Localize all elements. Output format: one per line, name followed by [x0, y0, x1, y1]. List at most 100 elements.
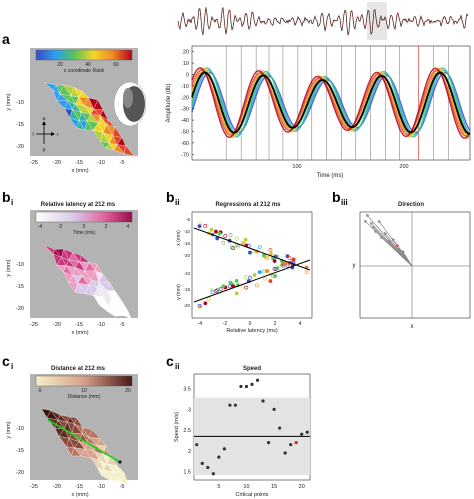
direction-arrow — [401, 249, 413, 267]
x-tick: -20 — [53, 160, 61, 166]
y-tick: -30 — [181, 107, 189, 113]
y-tick: -50 — [181, 130, 189, 136]
x-tick: -20 — [53, 322, 61, 328]
y-tick: -15 — [183, 287, 190, 292]
regression-point — [262, 253, 266, 258]
panel-letter-cii-sub: ii — [175, 362, 179, 371]
y-tick: -15 — [16, 122, 24, 128]
regression-point — [265, 269, 270, 273]
series-line — [191, 67, 471, 139]
speed-point — [278, 426, 282, 430]
speed-point — [228, 403, 232, 407]
regression-point — [197, 224, 202, 229]
panel-a-map: 20 40 60 x coordinate Rank a p l r y (mm… — [6, 48, 147, 174]
path-end-point — [118, 460, 122, 464]
x-tick: 15 — [271, 484, 277, 490]
map-ylabel: y (mm) — [6, 93, 12, 110]
panel-letter-a: a — [2, 31, 10, 47]
speed-point — [244, 384, 249, 389]
regression-point — [221, 284, 226, 289]
speed-point — [239, 384, 243, 389]
regression-line-x — [193, 227, 311, 271]
colorbar-tick: 0 — [83, 224, 86, 230]
panel-biii-direction: Direction y x — [353, 202, 471, 330]
regression-point — [197, 303, 202, 308]
regression-point — [203, 223, 208, 228]
map-ylabel: y (mm) — [6, 259, 12, 276]
compass-icon: a p l r — [32, 116, 59, 153]
direction-arrow — [397, 247, 413, 267]
colorbar-label: Time (ms) — [73, 230, 96, 236]
direction-arrow — [363, 219, 413, 267]
x-tick: -5 — [120, 322, 125, 328]
speed-point — [250, 382, 254, 386]
x-tick: 4 — [299, 321, 302, 327]
regression-point — [241, 284, 245, 289]
x-tick: 5 — [217, 484, 220, 490]
x-tick: 0 — [249, 321, 252, 327]
y-tick: -10 — [16, 262, 24, 268]
x-tick: 2 — [274, 321, 277, 327]
speed-point — [289, 443, 293, 447]
y-tick: 3.5 — [183, 387, 191, 393]
latency-mesh — [44, 245, 132, 320]
regression-point — [257, 245, 262, 250]
speed-point — [283, 451, 287, 455]
regression-point — [234, 236, 239, 241]
x-tick: -10 — [97, 160, 105, 166]
speed-point — [233, 403, 238, 407]
speed-point — [222, 447, 226, 451]
regression-ylabel-top: x (mm) — [176, 230, 182, 246]
speed-point — [305, 430, 309, 434]
speed-point — [272, 407, 276, 411]
propagation-path — [47, 419, 121, 463]
speed-xlabel: Critical points — [235, 492, 268, 498]
map-colorbar — [35, 211, 133, 223]
x-tick: -4 — [198, 321, 203, 327]
speed-point — [195, 443, 199, 447]
map-ylabel: y (mm) — [6, 421, 12, 438]
speed-chart: 3.5 3 2.5 2 1.5 5 10 15 20 — [183, 378, 310, 490]
regression-point — [254, 283, 259, 288]
regression-point — [234, 291, 239, 296]
panel-letter-bii: b — [166, 189, 175, 205]
raw-trace — [177, 2, 469, 40]
y-tick: -20 — [16, 306, 24, 312]
chart-ylabel: Amplitude (db) — [166, 83, 172, 122]
raw-trace-line — [177, 7, 469, 36]
speed-point — [266, 440, 271, 445]
panel-title: Direction — [398, 202, 424, 208]
y-tick: -20 — [183, 303, 190, 308]
speed-point — [294, 440, 298, 445]
colorbar-tick: 20 — [125, 388, 131, 394]
colorbar-tick: 20 — [57, 62, 63, 68]
speed-ylabel: Speed (m/s) — [174, 412, 180, 442]
colorbar-tick: -4 — [38, 224, 43, 230]
regression-point — [263, 276, 267, 281]
regression-point — [269, 251, 273, 256]
panel-letter-biii: b — [332, 189, 341, 205]
regression-point — [217, 231, 222, 236]
regression-point — [221, 240, 226, 245]
regression-point — [262, 269, 266, 274]
regression-ylabel-bottom: y (mm) — [176, 284, 182, 300]
mesh-triangle — [119, 472, 129, 485]
mesh-triangle — [124, 310, 132, 320]
colorbar-tick: 2 — [105, 224, 108, 230]
distance-mesh — [41, 408, 129, 485]
vertical-markers — [225, 46, 449, 160]
y-tick: -15 — [16, 448, 24, 454]
y-tick: -60 — [181, 141, 189, 147]
y-tick: -10 — [183, 229, 190, 234]
regression-point — [223, 234, 228, 238]
compass-right-label: r — [57, 132, 59, 138]
regression-point — [209, 288, 214, 293]
oscillation-series — [191, 67, 471, 139]
colorbar-label: x coordinate Rank — [64, 68, 105, 74]
panel-bi-map: Relative latency at 212 ms -4 -2 0 2 4 T… — [6, 202, 138, 336]
x-tick: -15 — [75, 322, 83, 328]
regression-point — [203, 301, 208, 306]
x-tick: -25 — [30, 160, 38, 166]
regression-point — [285, 263, 290, 268]
regression-point — [257, 270, 262, 275]
